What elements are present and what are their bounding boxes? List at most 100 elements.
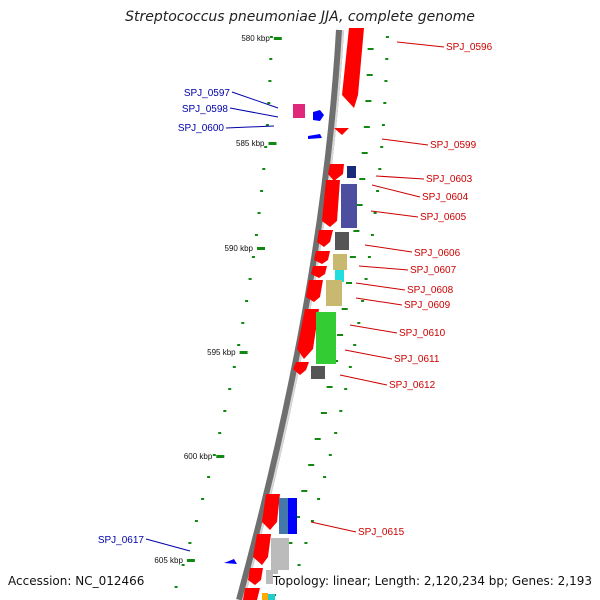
gene-spj-0610-arrow[interactable]	[297, 309, 319, 359]
guide-dot	[251, 256, 255, 258]
scale-tick	[239, 351, 248, 354]
gene-spj-0605-box[interactable]	[341, 184, 357, 228]
gene-label[interactable]: SPJ_0617	[98, 535, 145, 546]
gene-spj-0600-arrow[interactable]	[308, 134, 322, 139]
gene-spj-0607-arrow[interactable]	[314, 251, 330, 264]
guide-dot	[344, 388, 348, 390]
guide-dash	[366, 74, 373, 76]
guide-dot	[218, 432, 222, 434]
gene-orange-box[interactable]	[262, 593, 268, 600]
guide-dot	[384, 80, 388, 82]
gene-label[interactable]: SPJ_0606	[414, 248, 461, 259]
gene-spj-0603-arrow[interactable]	[328, 164, 344, 181]
gene-label[interactable]: SPJ_0607	[410, 265, 457, 276]
gene-spj-0599-arrow[interactable]	[334, 128, 349, 135]
guide-dash	[363, 126, 370, 128]
gene-spj-0604-box[interactable]	[347, 166, 356, 178]
guide-dot	[317, 498, 321, 500]
guide-dash	[341, 308, 348, 310]
guide-dash	[314, 438, 321, 440]
scale-guides	[174, 36, 389, 596]
guide-dot	[373, 212, 377, 214]
gene-spj-0597-box[interactable]	[293, 104, 305, 118]
guide-dot	[381, 124, 385, 126]
guide-dot	[304, 542, 308, 544]
gene-label[interactable]: SPJ_0599	[430, 140, 477, 151]
gene-spj-0606-arrow[interactable]	[317, 230, 333, 247]
gene-spj-0615-box-b[interactable]	[288, 498, 297, 534]
gene-label[interactable]: SPJ_0600	[178, 123, 225, 134]
gene-label[interactable]: SPJ_0604	[422, 192, 469, 203]
gene-spj-0611-arrow[interactable]	[293, 362, 309, 375]
gene-spj-0609-box[interactable]	[326, 280, 342, 306]
guide-dot	[370, 234, 374, 236]
gene-red-arrow-c[interactable]	[248, 568, 263, 585]
gene-label[interactable]: SPJ_0612	[389, 380, 436, 391]
guide-dot	[228, 388, 232, 390]
guide-dot	[201, 498, 205, 500]
scale-tick-label: 600 kbp	[184, 452, 213, 461]
guide-dash	[286, 542, 293, 544]
guide-dot	[376, 190, 380, 192]
gene-spj-0605-arrow[interactable]	[322, 180, 340, 227]
guide-dash	[359, 178, 366, 180]
guide-dot	[328, 454, 332, 456]
guide-dot	[339, 410, 343, 412]
gene-spj-0612-box[interactable]	[311, 366, 325, 379]
gene-spj-0606-box[interactable]	[335, 232, 349, 250]
guide-dot	[385, 36, 389, 38]
guide-dot	[248, 278, 252, 280]
gene-cyan-box[interactable]	[268, 594, 275, 600]
gene-red-arrow-d[interactable]	[243, 588, 260, 600]
accession-text: Accession: NC_012466	[8, 574, 145, 588]
gene-spj-0609-arrow[interactable]	[306, 280, 323, 302]
scale-ticks: 580 kbp 585 kbp 590 kbp 595 kbp 600 kbp 605 k…	[154, 34, 282, 565]
guide-dot	[241, 322, 245, 324]
guide-dot	[188, 542, 192, 544]
guide-dash	[326, 386, 333, 388]
guide-dash	[301, 490, 308, 492]
guide-dot	[353, 344, 357, 346]
right-leaders	[310, 41, 445, 533]
guide-dot	[348, 366, 352, 368]
guide-dot	[264, 146, 268, 148]
gene-label[interactable]: SPJ_0603	[426, 174, 473, 185]
gene-label[interactable]: SPJ_0597	[184, 88, 231, 99]
gene-spj-0598-arrow[interactable]	[313, 110, 324, 121]
guide-dash	[349, 256, 356, 258]
gene-spj-0608-arrow[interactable]	[311, 266, 327, 278]
gene-label[interactable]: SPJ_0615	[358, 527, 405, 538]
gene-red-arrow-b[interactable]	[253, 534, 271, 565]
guide-dash	[353, 230, 360, 232]
gene-spj-0610-box[interactable]	[316, 312, 336, 364]
gene-label[interactable]: SPJ_0610	[399, 328, 446, 339]
gene-spj-0608-box[interactable]	[335, 270, 344, 282]
gene-label[interactable]: SPJ_0611	[394, 354, 440, 365]
guide-dot	[237, 344, 241, 346]
gene-label[interactable]: SPJ_0609	[404, 300, 451, 311]
guide-dot	[357, 322, 361, 324]
gene-label[interactable]: SPJ_0598	[182, 104, 229, 115]
scale-tick	[216, 455, 225, 458]
gene-spj-0617-arrow[interactable]	[224, 559, 237, 564]
guide-dot	[323, 476, 327, 478]
gene-label[interactable]: SPJ_0608	[407, 285, 454, 296]
gene-label[interactable]: SPJ_0605	[420, 212, 467, 223]
gene-grey-box[interactable]	[271, 538, 289, 570]
guide-dash	[320, 412, 327, 414]
guide-dot	[364, 278, 368, 280]
guide-dot	[310, 520, 314, 522]
gene-spj-0615-box-a[interactable]	[279, 498, 288, 534]
gene-label[interactable]: SPJ_0596	[446, 42, 493, 53]
scale-tick-label: 580 kbp	[241, 34, 270, 43]
gene-spj-0615-arrow[interactable]	[262, 494, 280, 530]
guide-dot	[174, 586, 178, 588]
guide-dot	[269, 36, 273, 38]
gene-spj-0596-arrow[interactable]	[342, 28, 364, 108]
gene-spj-0607-box[interactable]	[333, 254, 347, 270]
guide-dot	[269, 58, 273, 60]
guide-dot	[334, 432, 338, 434]
guide-dot	[262, 168, 266, 170]
genome-summary-text: Topology: linear; Length: 2,120,234 bp; …	[272, 574, 592, 588]
